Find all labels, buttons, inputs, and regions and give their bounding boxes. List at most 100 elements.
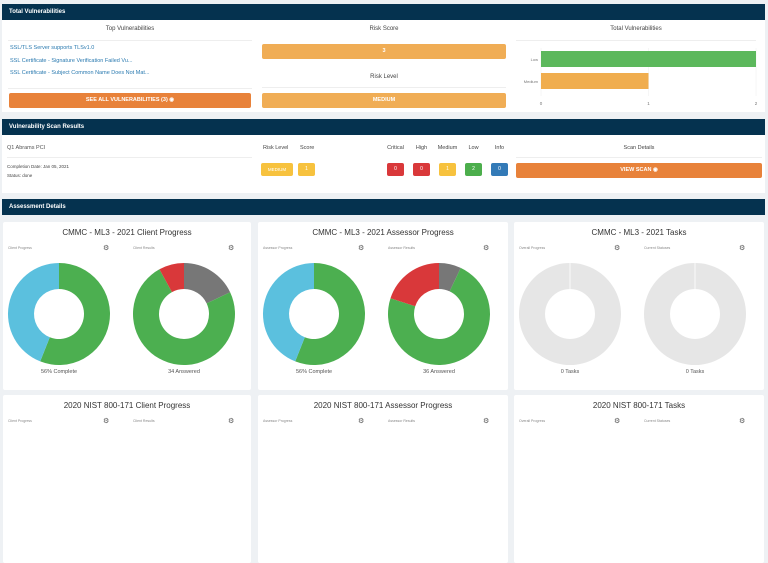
scan-name: Q1 Abrams PCI: [7, 145, 46, 151]
panel-header: Vulnerability Scan Results: [2, 119, 765, 135]
gear-icon[interactable]: ⚙: [483, 245, 490, 252]
donut-segment: [262, 263, 314, 362]
donut-segment: [643, 263, 746, 365]
gear-icon[interactable]: ⚙: [739, 245, 746, 252]
risk-score-value: 3: [262, 44, 506, 59]
chart-label: Assessor Results: [388, 246, 416, 250]
card-title: 2020 NIST 800-171 Tasks: [592, 401, 686, 410]
severity-header-medium: Medium: [437, 145, 458, 151]
panel-header: Assessment Details: [2, 199, 765, 215]
risk-level-header: Risk Level: [263, 145, 289, 151]
x-tick-label: 1: [647, 101, 650, 106]
assessment-card: 2020 NIST 800-171 Tasks Overall Progress ⚙…: [514, 395, 764, 563]
y-tick-label: Low: [531, 57, 538, 62]
scan-results-panel: Vulnerability Scan Results Q1 Abrams PCI…: [2, 119, 765, 193]
gear-icon[interactable]: ⚙: [358, 418, 365, 425]
donut-segment: [184, 263, 231, 304]
risk-level-value: MEDIUM: [262, 93, 506, 108]
chart-footer: 36 Answered: [423, 369, 455, 375]
vulnerability-link[interactable]: SSL Certificate - Signature Verification…: [10, 58, 133, 64]
chart-title: Total Vulnerabilities: [610, 26, 662, 32]
chart-footer: 0 Tasks: [560, 369, 580, 375]
donut-segment: [388, 267, 490, 365]
score-header: Score: [300, 145, 315, 151]
donut-chart: [643, 263, 746, 365]
card-title: CMMC - ML3 - 2021 Assessor Progress: [312, 228, 454, 237]
donut-segment: [518, 263, 621, 365]
donut-chart: [7, 263, 110, 365]
chart-label: Current Statuses: [644, 246, 671, 250]
severity-header-low: Low: [468, 145, 479, 151]
gear-icon[interactable]: ⚙: [228, 245, 235, 252]
chart-label: Assessor Progress: [263, 246, 293, 250]
vulnerability-link[interactable]: SSL/TLS Server supports TLSv1.0: [10, 45, 95, 51]
gear-icon[interactable]: ⚙: [228, 418, 235, 425]
donut-chart: [262, 263, 365, 365]
total-vulnerabilities-panel: Total Vulnerabilities Top Vulnerabilitie…: [2, 4, 765, 112]
chart-label: Overall Progress: [519, 246, 546, 250]
assessment-card: CMMC - ML3 - 2021 Assessor Progress Asses…: [258, 222, 508, 390]
chart-label: Client Results: [133, 246, 155, 250]
donut-segment: [133, 269, 235, 365]
chart-label: Client Progress: [8, 419, 32, 423]
donut-chart: [388, 263, 490, 365]
severity-header-info: Info: [494, 145, 505, 151]
severity-header-high: High: [415, 145, 428, 151]
donut-segment: [40, 263, 110, 365]
risk-level-title: Risk Level: [370, 74, 398, 80]
risk-level-badge: MEDIUM: [261, 163, 293, 176]
x-tick-label: 2: [755, 101, 758, 106]
severity-badge-low: 2: [465, 163, 482, 176]
scan-status: Status: done: [7, 173, 33, 178]
y-tick-label: Medium: [524, 79, 539, 84]
score-badge: 1: [298, 163, 315, 176]
gear-icon[interactable]: ⚙: [739, 418, 746, 425]
panel-header: Total Vulnerabilities: [2, 4, 765, 20]
see-all-vulnerabilities-button[interactable]: SEE ALL VULNERABILITIES (3) ◉: [9, 93, 251, 108]
gear-icon[interactable]: ⚙: [103, 245, 110, 252]
donut-chart: [518, 263, 621, 365]
severity-badge-high: 0: [413, 163, 430, 176]
chart-label: Overall Progress: [519, 419, 546, 423]
chart-footer: 56% Complete: [295, 369, 333, 375]
assessment-card: 2020 NIST 800-171 Client Progress Client …: [3, 395, 251, 563]
donut-segment: [159, 263, 184, 293]
chart-label: Client Results: [133, 419, 155, 423]
donut-segment: [295, 263, 365, 365]
bar-low: [541, 51, 756, 67]
assessment-card: CMMC - ML3 - 2021 Tasks Overall Progress ⚙…: [514, 222, 764, 390]
chart-label: Client Progress: [8, 246, 32, 250]
card-title: CMMC - ML3 - 2021 Tasks: [591, 228, 687, 237]
gear-icon[interactable]: ⚙: [614, 418, 621, 425]
bar-medium: [541, 73, 649, 89]
gear-icon[interactable]: ⚙: [614, 245, 621, 252]
card-title: CMMC - ML3 - 2021 Client Progress: [62, 228, 192, 237]
severity-badge-medium: 1: [439, 163, 456, 176]
severity-badge-critical: 0: [387, 163, 404, 176]
chart-label: Current Statuses: [644, 419, 671, 423]
risk-score-title: Risk Score: [369, 26, 399, 32]
card-title: 2020 NIST 800-171 Assessor Progress: [313, 401, 453, 410]
donut-segment: [7, 263, 59, 362]
scan-details-header: Scan Details: [623, 145, 655, 151]
gear-icon[interactable]: ⚙: [483, 418, 490, 425]
x-tick-label: 0: [540, 101, 543, 106]
assessment-details-panel: Assessment Details: [2, 199, 765, 215]
card-title: 2020 NIST 800-171 Client Progress: [63, 401, 191, 410]
donut-segment: [439, 263, 461, 292]
assessment-card: 2020 NIST 800-171 Assessor Progress Asses…: [258, 395, 508, 563]
severity-badge-info: 0: [491, 163, 508, 176]
vulnerability-link[interactable]: SSL Certificate - Subject Common Name Do…: [10, 70, 150, 76]
gear-icon[interactable]: ⚙: [103, 418, 110, 425]
chart-footer: 56% Complete: [40, 369, 78, 375]
assessment-card: CMMC - ML3 - 2021 Client Progress Client …: [3, 222, 251, 390]
chart-footer: 0 Tasks: [685, 369, 705, 375]
severity-header-critical: Critical: [387, 145, 404, 151]
gear-icon[interactable]: ⚙: [358, 245, 365, 252]
chart-footer: 34 Answered: [168, 369, 200, 375]
chart-label: Assessor Progress: [263, 419, 293, 423]
donut-segment: [390, 263, 439, 307]
top-vulnerabilities-title: Top Vulnerabilities: [105, 26, 155, 32]
completion-date: Completion Date: Jan 05, 2021: [7, 164, 70, 169]
view-scan-button[interactable]: VIEW SCAN ◉: [516, 163, 762, 178]
